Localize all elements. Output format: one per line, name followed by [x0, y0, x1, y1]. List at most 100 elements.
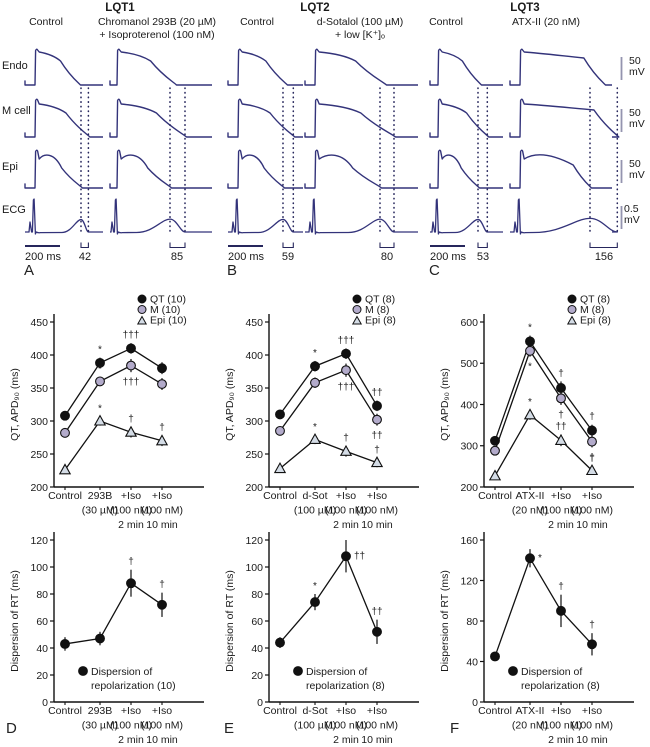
- significance-annotation: *: [528, 397, 532, 408]
- legend-label: repolarization (10): [91, 680, 176, 692]
- significance-annotation: †: [128, 557, 134, 568]
- data-point: [339, 444, 353, 456]
- ap-trace-m: [509, 98, 620, 138]
- legend-label: repolarization (8): [306, 680, 385, 692]
- significance-annotation: *: [313, 364, 317, 375]
- x-category-label: (100 nM): [141, 720, 183, 732]
- x-category-label: ATX-II: [516, 705, 545, 717]
- series-line: [279, 352, 378, 415]
- series-line: [279, 554, 378, 644]
- x-category-label: +Iso: [551, 705, 571, 717]
- significance-annotation: †: [374, 445, 380, 456]
- data-point: [556, 605, 566, 616]
- x-category-label: (100 µM): [294, 505, 336, 517]
- data-point: [95, 633, 105, 644]
- scale-value-epi: 50: [629, 158, 641, 170]
- x-category-label: 2 min: [548, 519, 574, 531]
- series-line: [64, 364, 163, 434]
- x-category-label: ATX-II: [516, 490, 545, 502]
- dispersion-bracket: [477, 242, 488, 249]
- ap-trace-epi: [429, 149, 503, 189]
- panel-a-title: LQT1: [105, 2, 135, 14]
- tpe-value-b-drug: 80: [380, 251, 394, 263]
- data-point: [58, 463, 72, 475]
- significance-annotation: †: [343, 433, 349, 444]
- x-category-label: +Iso: [551, 490, 571, 502]
- x-category-label: Control: [263, 705, 297, 717]
- y-tick-label: 60: [251, 616, 263, 628]
- y-tick-label: 250: [245, 449, 263, 461]
- ap-trace-m: [227, 98, 303, 138]
- y-tick-label: 40: [36, 643, 48, 655]
- panel-a-drug-label-line2: + Isoproterenol (100 nM): [99, 29, 215, 41]
- data-point: [155, 434, 169, 446]
- data-point: [372, 400, 382, 411]
- series-line: [494, 556, 593, 657]
- significance-annotation: *: [98, 345, 102, 356]
- ecg-trace: [510, 198, 618, 235]
- x-category-label: 2 min: [333, 734, 359, 746]
- legend-label: QT (10): [150, 294, 186, 306]
- ap-trace-epi: [509, 149, 612, 189]
- y-tick-label: 80: [251, 589, 263, 601]
- data-point: [60, 410, 70, 421]
- ap-trace-m: [24, 98, 103, 138]
- data-point: [95, 376, 105, 387]
- legend-marker: [293, 666, 303, 676]
- significance-annotation: †: [159, 423, 165, 434]
- data-point: [587, 425, 597, 436]
- data-point: [93, 414, 107, 426]
- data-point: [587, 639, 597, 650]
- x-category-label: (100 µM): [294, 720, 336, 732]
- y-tick-label: 120: [30, 535, 48, 547]
- data-point: [273, 461, 287, 474]
- ap-trace-endo: [24, 48, 103, 86]
- y-tick-label: 400: [30, 350, 48, 362]
- legend-label: M (8): [365, 304, 390, 316]
- time-scale-label-b: 200 ms: [227, 251, 265, 263]
- series-line: [279, 369, 378, 432]
- y-tick-label: 450: [30, 317, 48, 329]
- legend-label: QT (8): [365, 294, 395, 306]
- panel-b-control-label: Control: [240, 16, 274, 28]
- x-category-label: +Iso: [121, 705, 141, 717]
- panel-letter-a: A: [24, 262, 35, 279]
- dispersion-bracket: [589, 242, 618, 249]
- row-label-ecg: ECG: [2, 204, 26, 216]
- x-category-label: 10 min: [361, 734, 393, 746]
- data-point: [60, 427, 70, 438]
- data-point: [372, 414, 382, 425]
- x-category-label: (100 nM): [540, 505, 582, 517]
- legend-label: Dispersion of: [521, 666, 582, 678]
- data-point: [341, 365, 351, 376]
- time-scale-label-a: 200 ms: [24, 251, 62, 263]
- legend-marker: [137, 305, 147, 314]
- x-category-label: 2 min: [548, 734, 574, 746]
- legend-label: Dispersion of: [91, 666, 152, 678]
- significance-annotation: †: [159, 580, 165, 591]
- series-line: [279, 438, 378, 470]
- panel-letter-d: D: [6, 720, 17, 737]
- y-tick-label: 350: [245, 383, 263, 395]
- data-point: [341, 348, 351, 359]
- panel-c-control-label: Control: [429, 16, 463, 28]
- data-point: [490, 445, 500, 456]
- ap-trace-endo: [509, 48, 612, 86]
- ecg-trace: [430, 198, 503, 235]
- y-tick-label: 350: [30, 383, 48, 395]
- legend-marker: [508, 666, 518, 676]
- y-tick-label: 80: [36, 589, 48, 601]
- data-point: [525, 553, 535, 564]
- data-point: [556, 393, 566, 404]
- scale-unit-mcell: mV: [629, 118, 645, 130]
- series-line: [64, 347, 163, 417]
- panel-b-drug-label-line1: d-Sotalol (100 µM): [316, 16, 404, 28]
- legend-marker: [352, 305, 362, 314]
- y-tick-label: 80: [466, 616, 478, 628]
- legend-marker: [351, 315, 363, 325]
- panel-c-drug-label-line1: ATX-II (20 nM): [511, 16, 581, 28]
- significance-annotation: *: [98, 403, 102, 414]
- dispersion-bracket: [282, 242, 294, 249]
- y-tick-label: 400: [460, 399, 478, 411]
- x-category-label: 10 min: [576, 734, 608, 746]
